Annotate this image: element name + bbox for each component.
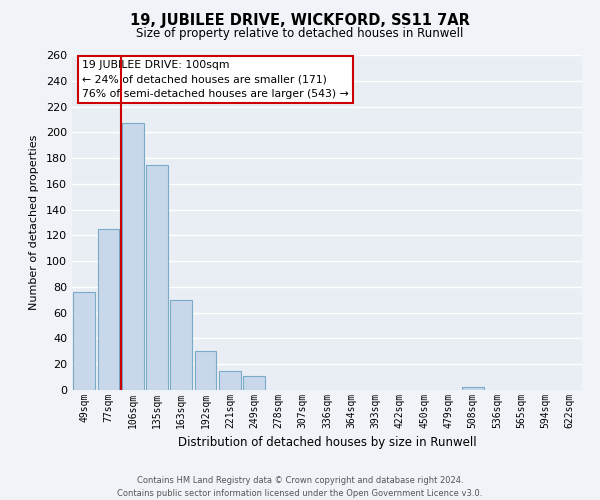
Text: Size of property relative to detached houses in Runwell: Size of property relative to detached ho… (136, 28, 464, 40)
Bar (146, 164, 168, 390)
Bar (194, 352, 217, 390)
Bar (122, 124, 143, 390)
Y-axis label: Number of detached properties: Number of detached properties (29, 135, 39, 310)
Bar (97, 229, 119, 390)
Bar (462, 388, 484, 390)
X-axis label: Distribution of detached houses by size in Runwell: Distribution of detached houses by size … (178, 436, 476, 450)
Text: 19 JUBILEE DRIVE: 100sqm
← 24% of detached houses are smaller (171)
76% of semi-: 19 JUBILEE DRIVE: 100sqm ← 24% of detach… (82, 60, 349, 99)
Bar (243, 376, 265, 390)
Bar (170, 300, 192, 390)
Text: Contains HM Land Registry data © Crown copyright and database right 2024.
Contai: Contains HM Land Registry data © Crown c… (118, 476, 482, 498)
Text: 19, JUBILEE DRIVE, WICKFORD, SS11 7AR: 19, JUBILEE DRIVE, WICKFORD, SS11 7AR (130, 12, 470, 28)
Bar (73, 292, 95, 390)
Bar (219, 370, 241, 390)
